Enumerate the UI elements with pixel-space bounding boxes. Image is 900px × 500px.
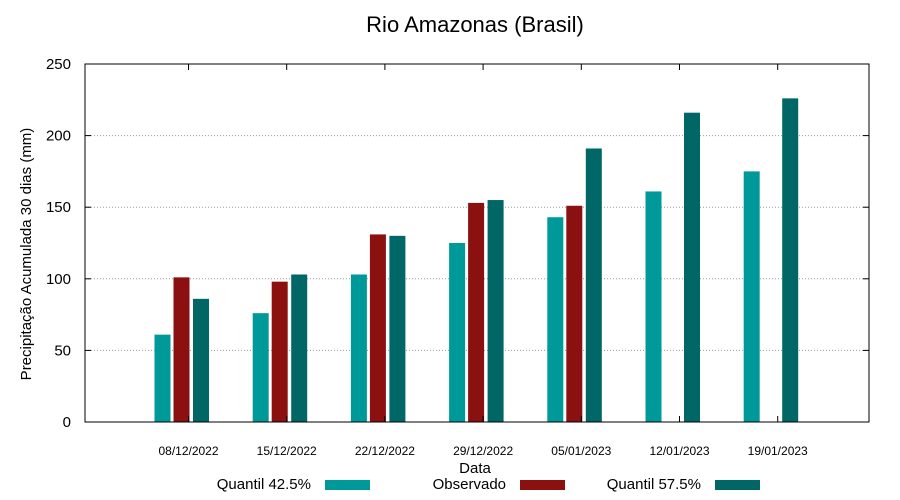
bar-2-4	[468, 202, 485, 422]
y-ticks: 0 50 100 150 200 250	[46, 56, 869, 431]
bar-1-3	[350, 274, 367, 422]
bar-3-1	[193, 298, 209, 422]
legend-label-1: Quantil 42.5%	[217, 476, 311, 493]
bar-1-4	[449, 243, 466, 422]
bar-2-5	[566, 205, 583, 422]
bar-3-6	[684, 112, 700, 423]
bar-3-4	[487, 200, 504, 422]
y-tick-label: 100	[46, 271, 71, 288]
legend-swatch-3	[715, 480, 760, 490]
y-axis-label: Precipitação Acumulada 30 dias (mm)	[18, 128, 35, 381]
y-tick-label: 250	[46, 56, 71, 73]
x-tick-label: 29/12/2022	[453, 444, 513, 458]
y-tick-label: 50	[54, 342, 71, 359]
bar-1-5	[547, 217, 564, 422]
legend-label-2: Observado	[433, 476, 506, 493]
x-tick-label: 19/01/2023	[748, 444, 808, 458]
bar-3-3	[389, 235, 406, 422]
x-axis-label: Data	[459, 460, 491, 477]
bar-1-2	[252, 313, 269, 422]
bar-3-5	[585, 148, 602, 422]
y-tick-label: 150	[46, 199, 71, 216]
y-tick-label: 200	[46, 128, 71, 145]
bar-1-6	[645, 191, 662, 422]
x-tick-label: 05/01/2023	[551, 444, 611, 458]
bar-1-1	[154, 334, 171, 422]
bar-2-1	[173, 277, 190, 422]
bar-3-2	[291, 274, 308, 422]
x-tick-label: 22/12/2022	[355, 444, 415, 458]
legend: Quantil 42.5% Observado Quantil 57.5%	[217, 476, 760, 493]
legend-label-3: Quantil 57.5%	[607, 476, 701, 493]
legend-swatch-1	[325, 480, 370, 490]
x-tick-label: 15/12/2022	[257, 444, 317, 458]
legend-swatch-2	[520, 480, 565, 490]
bar-3-7	[782, 98, 799, 423]
plot-frame	[84, 63, 870, 423]
chart-title: Rio Amazonas (Brasil)	[366, 12, 584, 37]
bar-2-2	[271, 281, 288, 422]
bars	[154, 98, 799, 423]
x-tick-label: 12/01/2023	[649, 444, 709, 458]
y-tick-label: 0	[63, 414, 71, 431]
bar-2-3	[369, 234, 386, 422]
x-tick-label: 08/12/2022	[158, 444, 218, 458]
x-ticks: 08/12/2022 15/12/2022 22/12/2022 29/12/2022…	[158, 64, 808, 458]
bar-1-7	[743, 171, 760, 422]
